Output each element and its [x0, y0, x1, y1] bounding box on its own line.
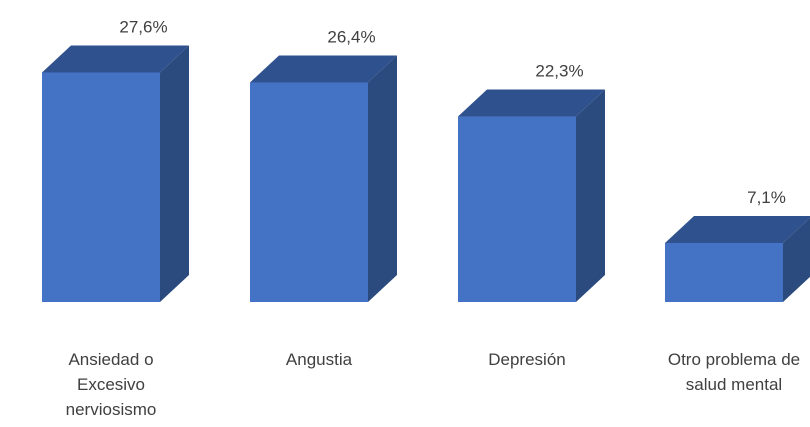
- bar-top-face: [250, 55, 397, 83]
- category-label-line: nerviosismo: [66, 400, 157, 419]
- category-label-line: Otro problema de: [668, 350, 800, 369]
- value-label-1: 27,6%: [119, 17, 167, 36]
- value-labels-group: 27,6% 26,4% 22,3% 7,1%: [119, 17, 785, 206]
- bar-3: [458, 89, 605, 302]
- bar-2: [250, 55, 397, 302]
- category-label-3: Depresión: [488, 350, 566, 369]
- bar-1: [42, 45, 189, 303]
- bar-top-face: [665, 215, 810, 243]
- bar-front-face: [42, 72, 160, 303]
- category-label-1: Ansiedad o Excesivo nerviosismo: [66, 350, 157, 419]
- category-label-line: Excesivo: [77, 375, 145, 394]
- bar-side-face: [368, 55, 397, 302]
- category-label-2: Angustia: [286, 350, 353, 369]
- bar-front-face: [665, 242, 783, 302]
- value-label-3: 22,3%: [535, 62, 583, 81]
- bar-side-face: [160, 45, 189, 303]
- bar-4: [665, 215, 810, 302]
- category-label-line: Depresión: [488, 350, 566, 369]
- value-label-4: 7,1%: [747, 188, 786, 207]
- value-label-2: 26,4%: [327, 27, 375, 46]
- bar-side-face: [783, 217, 810, 302]
- category-label-line: Ansiedad o: [68, 350, 153, 369]
- bar-front-face: [250, 82, 368, 302]
- bar-top-face: [42, 45, 189, 73]
- bar-top-face: [458, 89, 605, 117]
- category-label-line: Angustia: [286, 350, 353, 369]
- category-label-4: Otro problema de salud mental: [668, 350, 800, 394]
- bars-group: [42, 45, 810, 303]
- category-label-line: salud mental: [686, 375, 782, 394]
- bar-side-face: [576, 89, 605, 302]
- category-labels-group: Ansiedad o Excesivo nerviosismo Angustia Dep…: [66, 350, 801, 419]
- bar-front-face: [458, 116, 576, 302]
